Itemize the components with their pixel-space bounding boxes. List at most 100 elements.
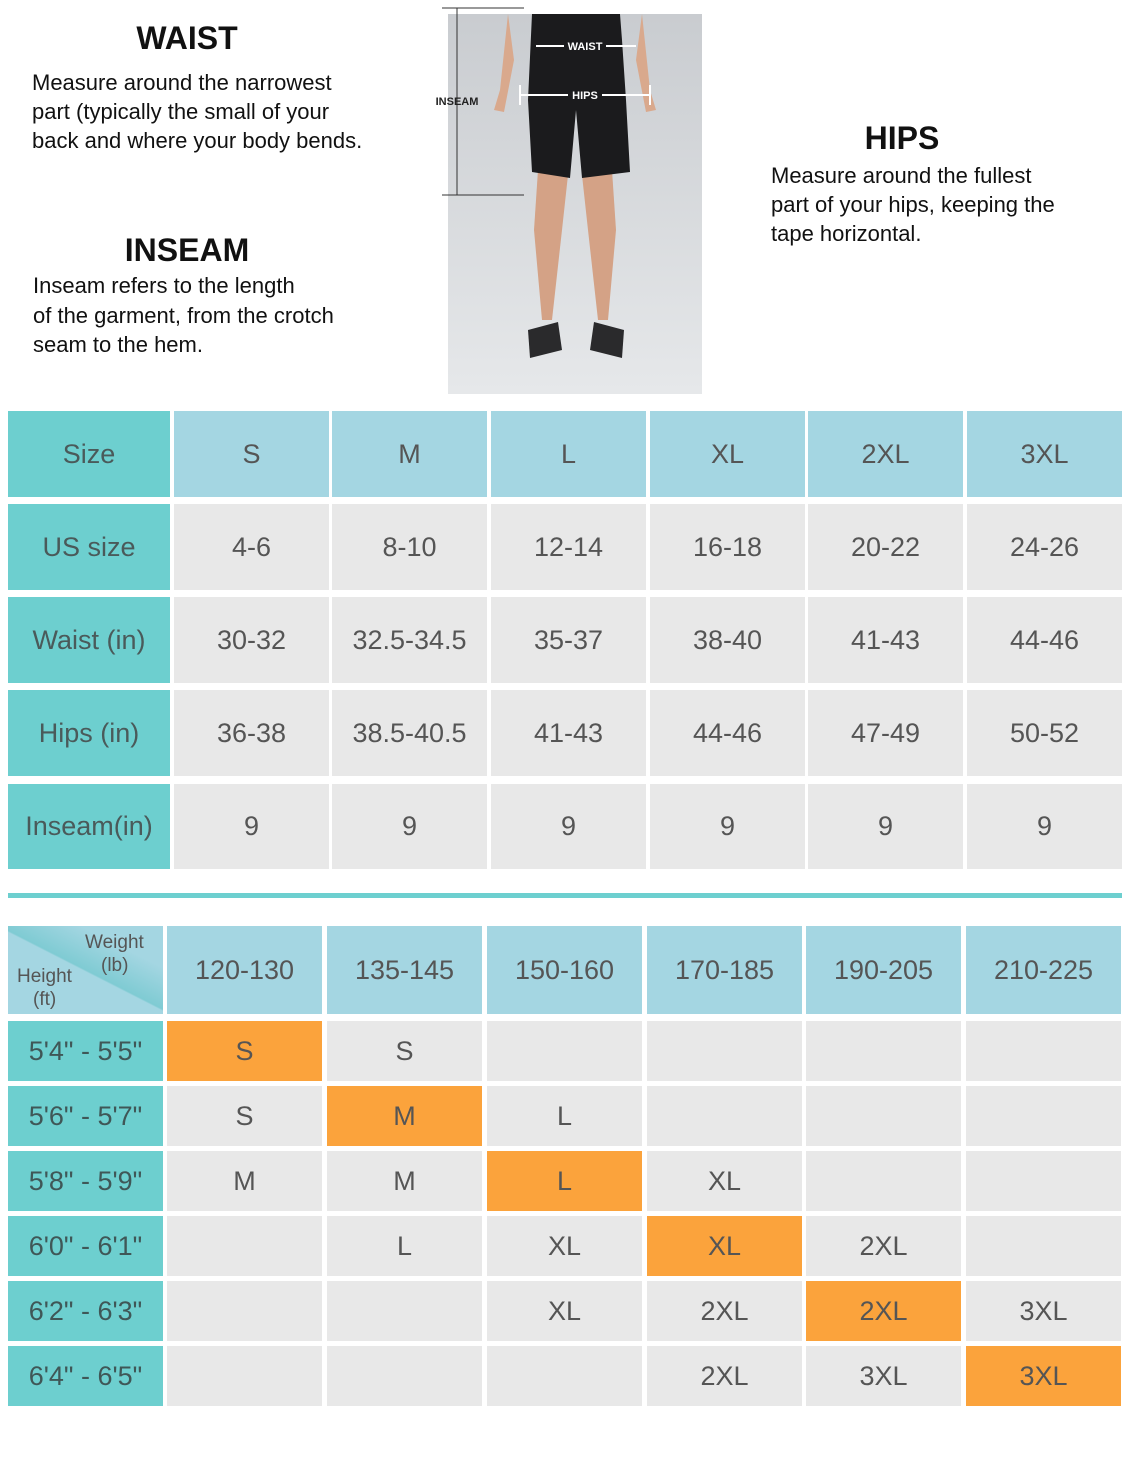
size-cell: 41-43 bbox=[808, 597, 963, 683]
size-cell bbox=[966, 1151, 1121, 1211]
size-cell: 3XL bbox=[806, 1346, 961, 1406]
weight-header: 135-145 bbox=[327, 926, 482, 1014]
size-cell bbox=[966, 1086, 1121, 1146]
corner-height: Height bbox=[17, 966, 72, 987]
size-cell: 38-40 bbox=[650, 597, 805, 683]
size-cell: S bbox=[327, 1021, 482, 1081]
inseam-title: INSEAM bbox=[124, 232, 250, 268]
size-cell: L bbox=[327, 1216, 482, 1276]
size-cell bbox=[806, 1086, 961, 1146]
divider bbox=[8, 893, 1122, 898]
size-cell bbox=[966, 1021, 1121, 1081]
size-cell bbox=[647, 1021, 802, 1081]
size-cell: L bbox=[487, 1151, 642, 1211]
size-cell: 9 bbox=[967, 784, 1122, 869]
size-cell: 3XL bbox=[966, 1281, 1121, 1341]
size-cell: 41-43 bbox=[491, 690, 646, 776]
size-cell bbox=[966, 1216, 1121, 1276]
size-header-cell: 2XL bbox=[808, 411, 963, 497]
corner-weight-unit: (lb) bbox=[101, 955, 129, 976]
size-cell: 9 bbox=[174, 784, 329, 869]
size-cell: 9 bbox=[650, 784, 805, 869]
hips-title: HIPS bbox=[864, 120, 940, 156]
size-cell: XL bbox=[647, 1151, 802, 1211]
inseam-text: seam to the hem. bbox=[33, 332, 203, 357]
size-cell: Waist (in) bbox=[8, 597, 170, 683]
weight-header: 190-205 bbox=[806, 926, 961, 1014]
figure-inseam-label: INSEAM bbox=[436, 96, 479, 108]
size-header-cell: M bbox=[332, 411, 487, 497]
size-cell: 2XL bbox=[647, 1281, 802, 1341]
size-cell: 12-14 bbox=[491, 504, 646, 590]
size-cell: 2XL bbox=[806, 1281, 961, 1341]
weight-header: 150-160 bbox=[487, 926, 642, 1014]
weight-header: 170-185 bbox=[647, 926, 802, 1014]
size-cell: 2XL bbox=[647, 1346, 802, 1406]
height-label: 6'2" - 6'3" bbox=[8, 1281, 163, 1341]
size-cell: 38.5-40.5 bbox=[332, 690, 487, 776]
size-cell bbox=[806, 1151, 961, 1211]
size-cell: 9 bbox=[808, 784, 963, 869]
size-cell bbox=[327, 1346, 482, 1406]
size-cell: M bbox=[327, 1086, 482, 1146]
size-cell: XL bbox=[487, 1281, 642, 1341]
size-cell: L bbox=[487, 1086, 642, 1146]
hips-text: Measure around the fullest bbox=[771, 163, 1032, 188]
figure: WAIST HIPS INSEAM bbox=[436, 7, 702, 394]
size-cell: 2XL bbox=[806, 1216, 961, 1276]
corner-cell bbox=[8, 926, 163, 1014]
height-label: 5'4" - 5'5" bbox=[8, 1021, 163, 1081]
size-header-cell: 3XL bbox=[967, 411, 1122, 497]
size-cell: 36-38 bbox=[174, 690, 329, 776]
inseam-text: of the garment, from the crotch bbox=[33, 302, 334, 328]
waist-title: WAIST bbox=[136, 20, 238, 56]
size-cell: 8-10 bbox=[332, 504, 487, 590]
size-cell: 32.5-34.5 bbox=[332, 597, 487, 683]
size-cell: 16-18 bbox=[650, 504, 805, 590]
waist-text: part (typically the small of your bbox=[32, 99, 330, 124]
size-cell: 50-52 bbox=[967, 690, 1122, 776]
size-cell: XL bbox=[487, 1216, 642, 1276]
size-cell: 44-46 bbox=[967, 597, 1122, 683]
weight-header: 120-130 bbox=[167, 926, 322, 1014]
size-cell bbox=[487, 1346, 642, 1406]
weight-header: 210-225 bbox=[966, 926, 1121, 1014]
size-cell: 20-22 bbox=[808, 504, 963, 590]
size-cell bbox=[167, 1216, 322, 1276]
size-cell: Inseam(in) bbox=[8, 784, 170, 869]
waist-text: back and where your body bends. bbox=[32, 128, 363, 153]
size-cell: 4-6 bbox=[174, 504, 329, 590]
size-header-cell: XL bbox=[650, 411, 805, 497]
size-cell bbox=[647, 1086, 802, 1146]
size-cell: 9 bbox=[332, 784, 487, 869]
height-label: 5'6" - 5'7" bbox=[8, 1086, 163, 1146]
hips-text: part of your hips, keeping the bbox=[771, 192, 1055, 217]
size-cell bbox=[806, 1021, 961, 1081]
size-cell bbox=[167, 1346, 322, 1406]
size-cell bbox=[487, 1021, 642, 1081]
height-label: 6'4" - 6'5" bbox=[8, 1346, 163, 1406]
corner-weight: Weight bbox=[85, 932, 144, 953]
size-cell: 47-49 bbox=[808, 690, 963, 776]
size-cell: 35-37 bbox=[491, 597, 646, 683]
size-cell: XL bbox=[647, 1216, 802, 1276]
size-header-cell: S bbox=[174, 411, 329, 497]
size-cell: 9 bbox=[491, 784, 646, 869]
size-cell: US size bbox=[8, 504, 170, 590]
size-cell bbox=[167, 1281, 322, 1341]
size-cell: 24-26 bbox=[967, 504, 1122, 590]
size-cell: S bbox=[167, 1021, 322, 1081]
height-label: 6'0" - 6'1" bbox=[8, 1216, 163, 1276]
size-cell: 3XL bbox=[966, 1346, 1121, 1406]
size-header-cell: L bbox=[491, 411, 646, 497]
size-cell: 44-46 bbox=[650, 690, 805, 776]
height-label: 5'8" - 5'9" bbox=[8, 1151, 163, 1211]
inseam-text: Inseam refers to the length bbox=[33, 273, 295, 298]
figure-hips-label: HIPS bbox=[572, 90, 598, 102]
hips-text: tape horizontal. bbox=[771, 221, 922, 246]
size-cell bbox=[327, 1281, 482, 1341]
size-cell: M bbox=[167, 1151, 322, 1211]
waist-text: Measure around the narrowest bbox=[32, 70, 332, 95]
corner-height-unit: (ft) bbox=[33, 989, 57, 1010]
